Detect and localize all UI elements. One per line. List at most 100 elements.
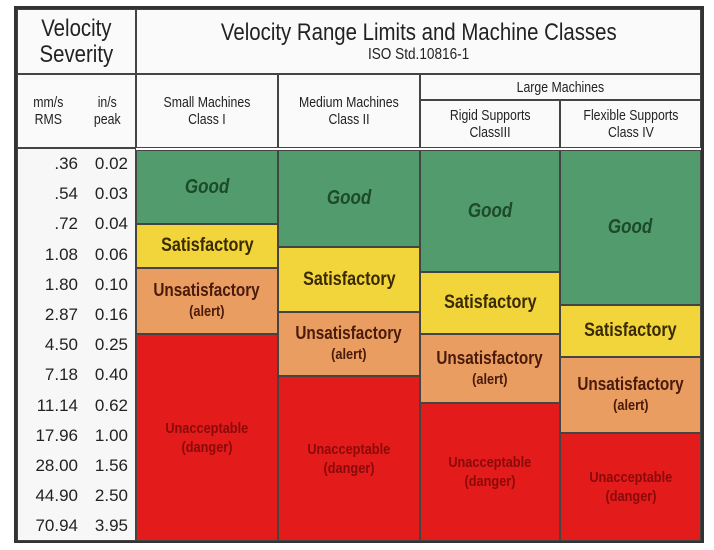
scale-row: .54 0.03 (18, 179, 135, 209)
class-3-line1: Rigid Supports (449, 107, 531, 124)
mm-s-rms-value: 1.08 (44, 244, 78, 264)
class-4-good-zone: Good (560, 150, 701, 305)
danger-note: (danger) (605, 488, 656, 505)
corner-title: Velocity Severity (17, 9, 136, 74)
class-3-unacceptable-zone: Unacceptable (danger) (420, 403, 560, 541)
mm-s-rms-value: 1.80 (44, 274, 78, 294)
alert-note: (alert) (612, 397, 649, 414)
scale-row: 1.08 0.06 (18, 240, 135, 270)
mm-s-rms-value: .36 (54, 154, 78, 174)
class-2-line1: Medium Machines (299, 94, 399, 111)
danger-note: (danger) (464, 473, 516, 490)
in-s-peak-value: 0.02 (94, 154, 128, 174)
scale-row: .36 0.02 (18, 149, 135, 179)
good-label: Good (184, 175, 230, 198)
class-2-good-zone: Good (278, 150, 420, 247)
in-s-peak-value: 0.03 (94, 184, 128, 204)
class-header-4: Flexible Supports Class IV (560, 100, 701, 148)
large-machines-label: Large Machines (516, 78, 605, 96)
class-2-line2: Class II (328, 111, 370, 128)
mm-s-rms-value: 11.14 (36, 395, 78, 415)
class-3-line2: ClassIII (469, 124, 511, 141)
rms-header: mm/s RMS (33, 94, 63, 128)
unit-header: mm/s RMS in/s peak (17, 74, 136, 148)
mm-s-rms-value: .72 (54, 214, 78, 234)
unsatisfactory-label: Unsatisfactory (577, 374, 684, 394)
class-1-unacceptable-zone: Unacceptable (danger) (136, 334, 278, 541)
in-s-peak-value: 1.00 (94, 425, 128, 445)
in-s-peak-value: 0.62 (94, 395, 128, 415)
mm-s-rms-value: 28.00 (35, 455, 78, 475)
good-label: Good (467, 199, 513, 222)
class-1-unsatisfactory-zone: Unsatisfactory (alert) (136, 268, 278, 334)
class-3-unsatisfactory-zone: Unsatisfactory (alert) (420, 334, 560, 403)
unacceptable-label: Unacceptable (589, 469, 672, 486)
scale-row: 7.18 0.40 (18, 360, 135, 390)
class-1-line1: Small Machines (163, 94, 251, 111)
satisfactory-label: Satisfactory (443, 292, 537, 313)
velocity-scale: .36 0.02 .54 0.03 .72 0.04 1.08 0.06 1.80 0.10 2.8… (17, 148, 136, 541)
unsatisfactory-label: Unsatisfactory (153, 280, 261, 300)
scale-row: .72 0.04 (18, 209, 135, 239)
class-4-satisfactory-zone: Satisfactory (560, 305, 701, 357)
unacceptable-label: Unacceptable (448, 454, 532, 471)
class-4-unacceptable-zone: Unacceptable (danger) (560, 433, 701, 541)
in-s-peak-value: 0.06 (94, 244, 128, 264)
scale-row: 1.80 0.10 (18, 270, 135, 300)
peak-header: in/s peak (93, 94, 120, 128)
class-2-satisfactory-zone: Satisfactory (278, 247, 420, 312)
scale-row: 44.90 2.50 (18, 481, 135, 511)
class-4-unsatisfactory-zone: Unsatisfactory (alert) (560, 357, 701, 433)
class-4-line2: Class IV (607, 124, 654, 141)
mm-s-rms-value: .54 (54, 184, 78, 204)
peak-header-line2: peak (93, 111, 121, 128)
class-2-unsatisfactory-zone: Unsatisfactory (alert) (278, 312, 420, 376)
unsatisfactory-label: Unsatisfactory (295, 323, 403, 343)
mm-s-rms-value: 70.94 (35, 516, 78, 536)
class-3-satisfactory-zone: Satisfactory (420, 272, 560, 334)
class-header-1: Small Machines Class I (136, 74, 278, 148)
satisfactory-label: Satisfactory (302, 268, 396, 290)
class-1-line2: Class I (188, 111, 226, 128)
scale-row: 4.50 0.25 (18, 330, 135, 360)
unacceptable-label: Unacceptable (307, 440, 391, 458)
subtitle: ISO Std.10816-1 (367, 45, 470, 63)
title-block: Velocity Range Limits and Machine Classe… (136, 9, 701, 74)
mm-s-rms-value: 2.87 (44, 305, 78, 325)
class-3-good-zone: Good (420, 150, 560, 272)
class-2-unacceptable-zone: Unacceptable (danger) (278, 376, 420, 541)
in-s-peak-value: 0.04 (94, 214, 128, 234)
corner-title-line2: Severity (39, 40, 114, 68)
unsatisfactory-label: Unsatisfactory (436, 347, 544, 368)
scale-row: 17.96 1.00 (18, 421, 135, 451)
alert-note: (alert) (472, 370, 508, 388)
scale-row: 11.14 0.62 (18, 391, 135, 421)
satisfactory-label: Satisfactory (584, 320, 677, 341)
class-1-satisfactory-zone: Satisfactory (136, 224, 278, 268)
page-title: Velocity Range Limits and Machine Classe… (220, 18, 617, 46)
mm-s-rms-value: 7.18 (44, 365, 78, 385)
scale-row: 28.00 1.56 (18, 451, 135, 481)
in-s-peak-value: 1.56 (94, 455, 128, 475)
rms-header-line1: mm/s (33, 94, 64, 111)
unacceptable-label: Unacceptable (165, 419, 249, 437)
scale-row: 2.87 0.16 (18, 300, 135, 330)
class-header-2: Medium Machines Class II (278, 74, 420, 148)
large-machines-header: Large Machines (420, 74, 701, 100)
corner-title-line1: Velocity (41, 14, 112, 42)
mm-s-rms-value: 4.50 (44, 335, 78, 355)
in-s-peak-value: 0.25 (94, 335, 128, 355)
in-s-peak-value: 0.40 (94, 365, 128, 385)
class-header-3: Rigid Supports ClassIII (420, 100, 560, 148)
class-4-line1: Flexible Supports (582, 107, 679, 124)
alert-note: (alert) (331, 346, 367, 363)
in-s-peak-value: 0.10 (94, 274, 128, 294)
rms-header-line2: RMS (34, 111, 62, 128)
in-s-peak-value: 2.50 (94, 486, 128, 506)
peak-header-line1: in/s (97, 94, 117, 111)
good-label: Good (326, 187, 372, 209)
danger-note: (danger) (181, 438, 233, 456)
alert-note: (alert) (189, 303, 225, 320)
scale-row: 70.94 3.95 (18, 511, 135, 541)
in-s-peak-value: 0.16 (94, 305, 128, 325)
